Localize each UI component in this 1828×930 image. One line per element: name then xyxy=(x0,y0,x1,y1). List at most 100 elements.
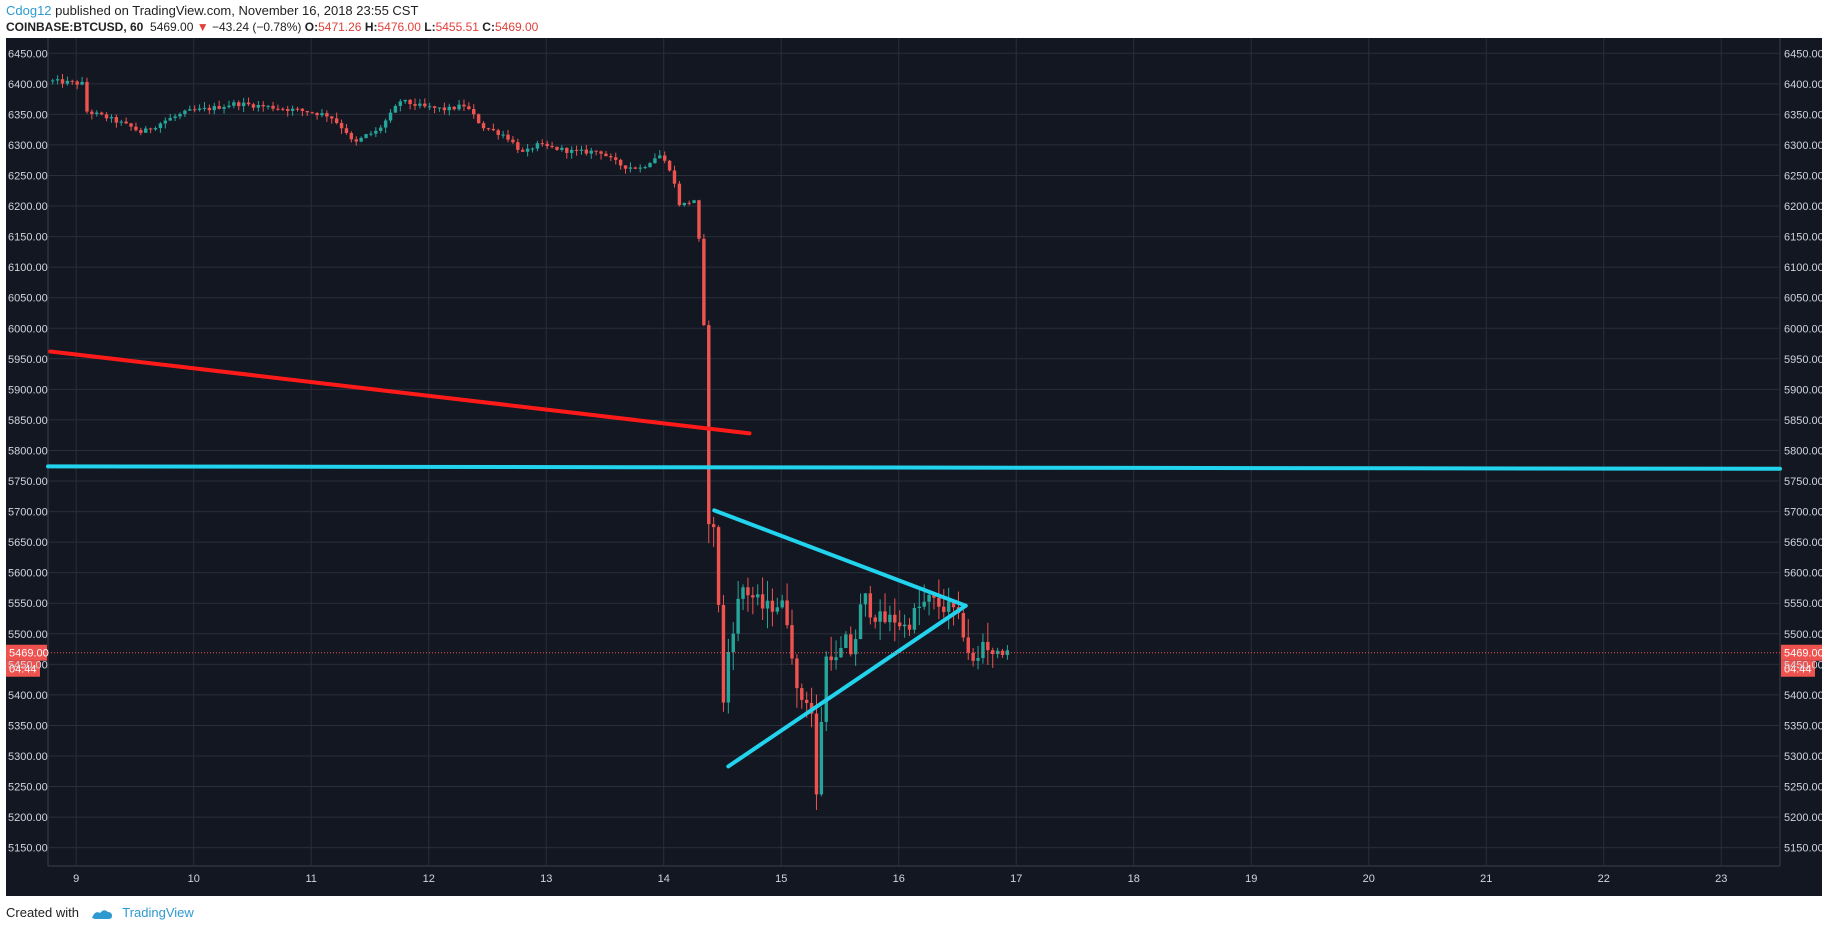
candle xyxy=(432,105,437,114)
candle xyxy=(618,158,623,170)
tradingview-link[interactable]: TradingView xyxy=(122,905,194,920)
candle-body xyxy=(932,594,936,598)
candle-body xyxy=(829,656,833,661)
candle-body xyxy=(540,143,545,145)
candle-body xyxy=(736,598,740,634)
candle-body xyxy=(716,527,721,605)
candle-body xyxy=(158,123,163,129)
candle xyxy=(633,166,638,170)
candle-body xyxy=(609,156,613,158)
candle-body xyxy=(824,656,828,722)
candle xyxy=(741,584,745,610)
candle-body xyxy=(628,167,633,169)
candle-body xyxy=(672,170,677,184)
candle-body xyxy=(756,594,760,598)
trendline-annotation xyxy=(712,508,968,608)
candle xyxy=(516,138,520,154)
candle xyxy=(315,112,319,120)
down-arrow-icon: ▼ xyxy=(196,20,209,34)
candle-body xyxy=(222,107,226,109)
candle-body xyxy=(290,108,295,111)
candle xyxy=(648,162,652,168)
candle-body xyxy=(888,614,892,623)
price-tag-right: 5469.00 xyxy=(1784,648,1822,660)
candle xyxy=(770,588,775,627)
x-tick-label: 22 xyxy=(1598,873,1610,885)
candle xyxy=(594,150,598,156)
candle-body xyxy=(751,595,755,598)
candle-body xyxy=(986,641,990,651)
candle-body xyxy=(697,200,701,239)
candle-body xyxy=(266,105,270,107)
y-tick-label-left: 6050.00 xyxy=(8,293,48,305)
y-tick-label-left: 5200.00 xyxy=(8,812,48,824)
candle xyxy=(540,139,545,147)
countdown-right: 04:44 xyxy=(1784,664,1812,676)
candle xyxy=(139,127,143,136)
candle xyxy=(261,101,265,112)
candle xyxy=(986,622,990,666)
y-tick-label-right: 6450.00 xyxy=(1784,48,1822,60)
candle-body xyxy=(765,600,770,609)
created-with-text: Created with xyxy=(6,905,79,920)
chart-area[interactable]: 5469.00 04:44 5469.00 04:44 6450.00 6400.00 6… xyxy=(6,38,1822,896)
candle xyxy=(496,128,500,140)
candle-body xyxy=(349,132,354,140)
candle xyxy=(824,651,828,732)
candle xyxy=(124,117,128,125)
candle xyxy=(472,104,476,119)
candle xyxy=(75,80,79,90)
candle-body xyxy=(917,606,922,609)
high-value: 5476.00 xyxy=(377,20,421,34)
x-tick-label: 15 xyxy=(775,873,787,885)
candle-body xyxy=(618,159,623,166)
candle-body xyxy=(971,652,975,661)
candle xyxy=(452,106,456,111)
candle-body xyxy=(897,622,902,627)
candle-body xyxy=(168,118,172,121)
candle-body xyxy=(413,104,417,106)
right-price-axis[interactable]: 6450.00 6400.00 6350.00 6300.00 6250.00 6200.… xyxy=(1784,48,1822,854)
candle xyxy=(614,152,618,165)
candle-body xyxy=(741,587,745,599)
candle-body xyxy=(545,143,549,147)
candle-body xyxy=(883,611,887,623)
candle xyxy=(873,614,877,629)
left-price-axis[interactable]: 6450.00 6400.00 6350.00 6300.00 6250.00 6200.… xyxy=(8,48,48,854)
candle-body xyxy=(486,128,491,130)
candle-body xyxy=(129,123,133,127)
candle xyxy=(525,143,530,157)
candle xyxy=(736,580,740,642)
candle-body xyxy=(95,112,99,115)
candle xyxy=(535,140,540,152)
candle xyxy=(144,125,148,133)
y-tick-label-right: 5250.00 xyxy=(1784,782,1822,794)
y-tick-label-right: 6350.00 xyxy=(1784,109,1822,121)
candle-body xyxy=(614,157,618,160)
candle-body xyxy=(814,713,819,795)
x-tick-label: 9 xyxy=(73,873,79,885)
candle xyxy=(844,631,848,649)
candle xyxy=(888,605,892,632)
candle-body xyxy=(496,130,500,135)
candle xyxy=(276,104,280,111)
candle-body xyxy=(227,105,231,108)
candle xyxy=(148,127,153,134)
candle-body xyxy=(648,163,652,168)
price-tag-left: 5469.00 xyxy=(9,648,49,660)
candle-body xyxy=(374,130,378,134)
candle-body xyxy=(785,600,789,626)
candle-body xyxy=(334,118,339,123)
candle-body xyxy=(868,593,873,618)
y-tick-label-left: 5650.00 xyxy=(8,537,48,549)
candle-body xyxy=(202,107,207,109)
candle-body xyxy=(491,128,496,131)
x-tick-label: 16 xyxy=(893,873,905,885)
time-axis[interactable]: 9 10 11 12 13 14 15 16 17 18 19 20 21 22 23 xyxy=(73,873,1727,885)
candle xyxy=(902,614,907,638)
candle-body xyxy=(775,607,780,612)
candle-body xyxy=(261,105,265,107)
author-link[interactable]: Cdog12 xyxy=(6,3,52,18)
candle-body xyxy=(104,114,109,119)
